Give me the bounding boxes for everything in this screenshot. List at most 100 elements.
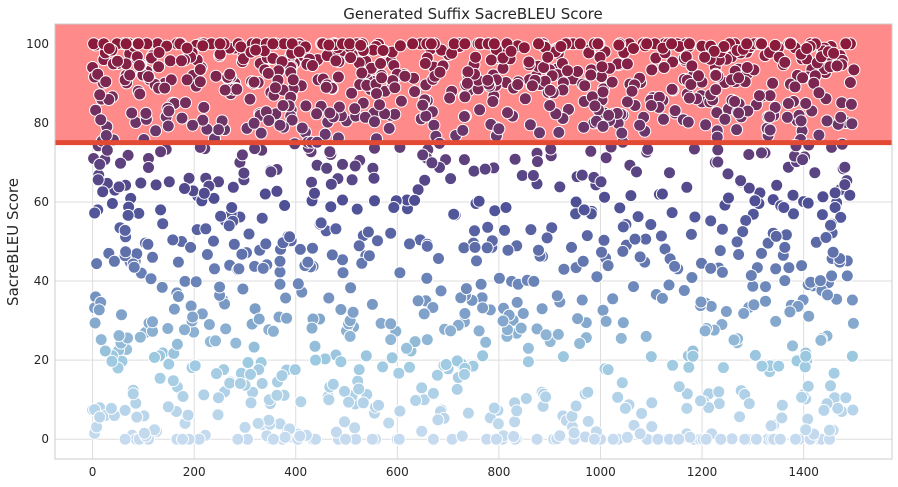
data-point <box>651 432 665 446</box>
data-point <box>616 244 630 258</box>
data-point <box>255 211 269 225</box>
data-point <box>620 95 634 109</box>
data-point <box>336 266 350 280</box>
data-point <box>467 164 481 178</box>
data-point <box>308 339 322 353</box>
data-point <box>262 114 276 127</box>
data-point <box>91 67 105 81</box>
data-point <box>569 399 583 413</box>
data-point <box>154 203 168 217</box>
data-point <box>139 106 153 120</box>
data-point <box>152 46 166 59</box>
data-point <box>808 166 822 180</box>
data-point <box>596 303 610 317</box>
data-point <box>527 274 541 288</box>
data-point <box>749 432 763 446</box>
data-point <box>334 355 348 369</box>
data-point <box>567 426 581 440</box>
data-point <box>186 310 200 324</box>
data-point <box>597 233 611 247</box>
data-point <box>418 57 432 70</box>
data-point <box>425 156 439 170</box>
data-point <box>824 379 837 393</box>
data-point <box>698 50 712 64</box>
data-point <box>644 350 658 364</box>
data-point <box>199 222 213 236</box>
data-point <box>479 335 493 349</box>
data-point <box>476 301 490 315</box>
data-point <box>635 407 649 420</box>
data-point <box>727 333 741 347</box>
data-point <box>161 400 175 414</box>
data-point <box>431 413 445 427</box>
data-point <box>439 358 453 371</box>
data-point <box>270 184 284 198</box>
data-point <box>308 186 321 200</box>
data-point <box>149 124 163 138</box>
data-point <box>426 301 440 314</box>
data-point <box>554 40 568 53</box>
data-point <box>197 100 211 114</box>
data-point <box>507 430 521 443</box>
data-point <box>255 377 269 390</box>
data-point <box>305 175 318 189</box>
data-point <box>709 83 723 97</box>
data-point <box>88 316 102 330</box>
data-point <box>107 254 121 268</box>
data-point <box>719 305 733 318</box>
data-point <box>846 403 860 417</box>
data-point <box>831 401 845 415</box>
data-point <box>470 254 483 268</box>
data-point <box>508 415 522 429</box>
data-point <box>523 118 537 132</box>
data-point <box>332 100 346 114</box>
data-point <box>118 403 132 417</box>
data-point <box>521 355 535 369</box>
data-point <box>432 252 445 265</box>
data-point <box>742 148 756 161</box>
data-point <box>355 256 369 270</box>
data-point <box>125 106 139 120</box>
data-point <box>146 250 159 264</box>
data-point <box>666 358 680 372</box>
data-point <box>516 307 530 320</box>
data-point <box>126 387 140 401</box>
data-point <box>522 55 536 69</box>
data-point <box>645 63 659 77</box>
data-point <box>557 262 571 276</box>
data-point <box>392 366 406 380</box>
data-point <box>256 261 270 275</box>
data-point <box>633 427 647 441</box>
data-point <box>329 425 343 439</box>
data-point <box>698 324 712 338</box>
data-point <box>739 214 753 227</box>
data-point <box>457 241 471 255</box>
data-point <box>424 37 438 51</box>
data-point <box>817 403 831 417</box>
data-point <box>640 37 654 51</box>
data-point <box>737 307 751 320</box>
data-point <box>456 123 470 137</box>
data-point <box>444 324 458 338</box>
data-point <box>344 281 358 295</box>
data-point <box>532 37 545 51</box>
data-point <box>780 110 794 124</box>
data-point <box>591 37 605 51</box>
data-point <box>175 111 189 125</box>
data-point <box>230 82 244 96</box>
data-point <box>830 59 844 73</box>
data-point <box>773 432 787 446</box>
data-point <box>834 110 848 124</box>
data-point <box>578 79 592 93</box>
data-point <box>141 237 155 251</box>
data-point <box>711 155 725 169</box>
data-point <box>112 329 126 343</box>
data-point <box>186 118 200 132</box>
data-point <box>772 359 786 373</box>
data-point <box>526 169 540 182</box>
data-point <box>200 248 214 261</box>
data-point <box>226 180 240 194</box>
data-point <box>789 432 802 446</box>
